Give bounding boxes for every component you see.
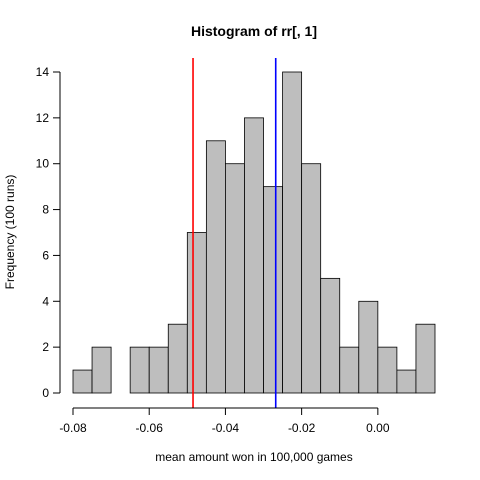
- y-tick-label: 8: [42, 203, 49, 217]
- histogram-bar: [263, 186, 283, 394]
- histogram-bar: [282, 71, 303, 394]
- y-tick-label: 2: [42, 340, 49, 354]
- histogram-bar: [339, 346, 360, 394]
- histogram-bar: [396, 369, 417, 394]
- y-tick-label: 4: [42, 294, 49, 308]
- x-axis: -0.08 -0.06 -0.04 -0.02 0.00: [59, 407, 390, 435]
- histogram-bar: [358, 300, 379, 394]
- histogram-bar: [225, 163, 245, 394]
- y-tick-label: 0: [42, 386, 49, 400]
- x-tick-label: -0.04: [212, 421, 240, 435]
- histogram-bar: [167, 323, 188, 394]
- histogram-bar: [72, 369, 93, 394]
- histogram-bar: [301, 163, 322, 394]
- y-tick-label: 10: [36, 157, 50, 171]
- histogram-bar: [186, 232, 207, 394]
- x-axis-label: mean amount won in 100,000 games: [155, 450, 352, 464]
- bars-group: [72, 71, 436, 394]
- x-tick-label: -0.08: [59, 421, 87, 435]
- histogram-bar: [320, 277, 341, 394]
- x-tick-label: -0.06: [136, 421, 164, 435]
- histogram-bar: [91, 346, 112, 394]
- x-tick-label: 0.00: [366, 421, 390, 435]
- histogram-bar: [129, 346, 150, 394]
- histogram-bar: [377, 346, 398, 394]
- y-tick-label: 14: [36, 65, 50, 79]
- reference-lines-group: [192, 58, 277, 408]
- x-tick-label: -0.02: [288, 421, 316, 435]
- y-tick-label: 6: [42, 248, 49, 262]
- y-axis-label: Frequency (100 runs): [3, 175, 17, 290]
- y-tick-label: 12: [36, 111, 50, 125]
- y-axis: 0 2 4 6 8 10 12 14: [36, 65, 61, 400]
- chart-title: Histogram of rr[, 1]: [191, 23, 317, 39]
- histogram-bar: [205, 140, 226, 394]
- histogram-bar: [244, 117, 264, 394]
- histogram-bar: [415, 323, 436, 394]
- histogram-bar: [148, 346, 169, 394]
